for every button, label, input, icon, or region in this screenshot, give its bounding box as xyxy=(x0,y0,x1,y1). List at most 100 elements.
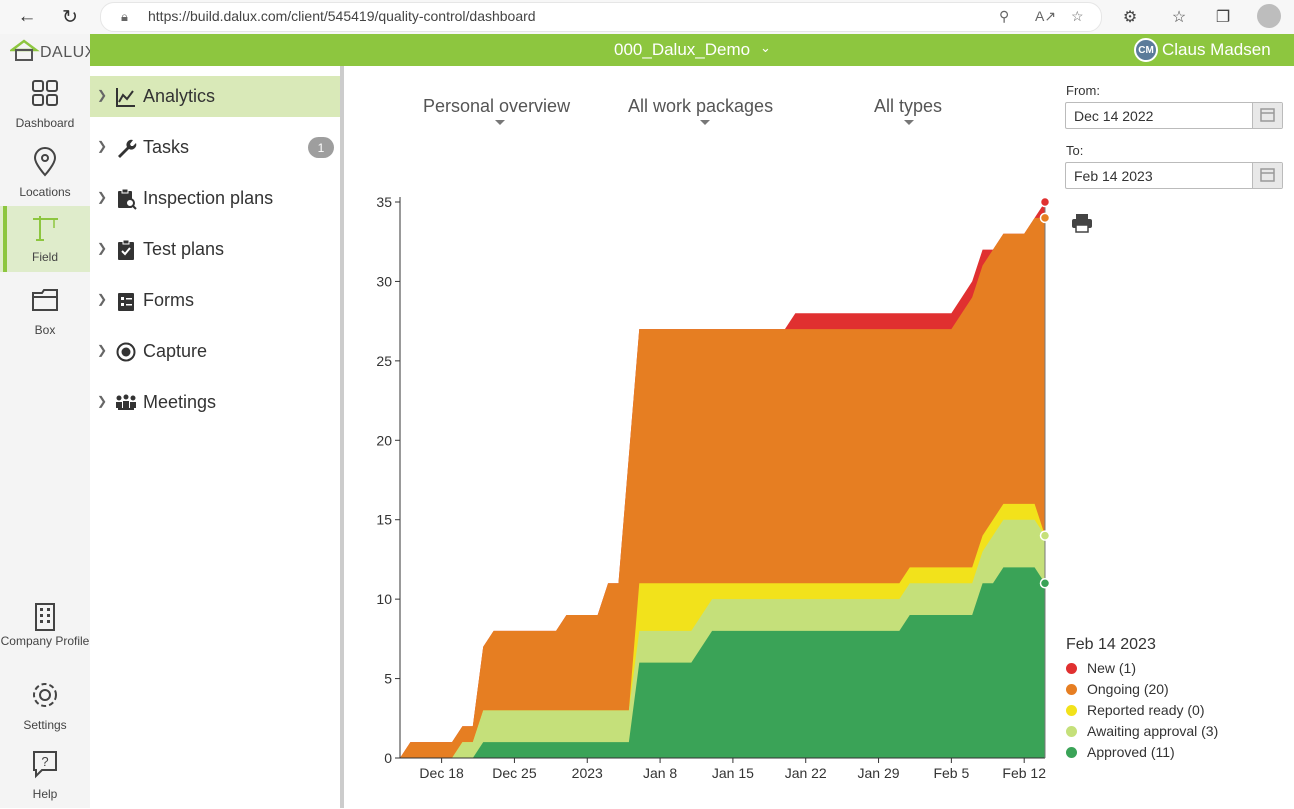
location-pin-icon xyxy=(33,147,57,177)
rail-label: Settings xyxy=(23,718,67,732)
sidebar-item-meetings[interactable]: ❯ Meetings xyxy=(90,382,340,423)
user-avatar[interactable]: CM xyxy=(1134,38,1158,62)
folder-icon xyxy=(32,289,58,311)
module-sidebar: ❯ Analytics ❯ Tasks 1 ❯ Inspection plans… xyxy=(90,66,344,808)
x-tick-label: Dec 18 xyxy=(419,765,464,781)
favorite-add-icon[interactable]: ☆ xyxy=(1071,8,1084,24)
y-tick-label: 0 xyxy=(384,750,392,766)
chevron-right-icon[interactable]: ❯ xyxy=(97,394,108,408)
marker-approved xyxy=(1039,578,1051,589)
svg-text:?: ? xyxy=(41,754,48,769)
url-text[interactable]: https://build.dalux.com/client/545419/qu… xyxy=(148,8,536,24)
chevron-right-icon[interactable]: ❯ xyxy=(97,292,108,306)
legend-date: Feb 14 2023 xyxy=(1066,636,1156,653)
calendar-icon[interactable] xyxy=(1252,163,1282,188)
sidebar-item-label: Meetings xyxy=(143,392,217,412)
y-tick-label: 5 xyxy=(384,671,392,687)
overview-dropdown[interactable]: Personal overview xyxy=(423,96,570,125)
rail-label: Locations xyxy=(19,185,71,199)
meeting-icon xyxy=(116,394,136,410)
calendar-icon[interactable] xyxy=(1252,103,1282,128)
from-date-value: Dec 14 2022 xyxy=(1074,108,1154,124)
chevron-right-icon[interactable]: ❯ xyxy=(97,343,108,357)
rail-item-company-profile[interactable]: Company Profile xyxy=(0,596,90,662)
project-selector[interactable]: 000_Dalux_Demo xyxy=(614,40,751,59)
legend-label: Ongoing (20) xyxy=(1087,681,1169,697)
read-aloud-icon[interactable]: A↗ xyxy=(1035,8,1057,24)
status-area-chart: 0 5 10 15 20 25 30 35 Dec 18 Dec 25 2023 Jan 8 Jan 1… xyxy=(376,194,1051,781)
rail-label: Field xyxy=(31,250,58,264)
user-name[interactable]: Claus Madsen xyxy=(1162,40,1271,59)
legend-label: New (1) xyxy=(1087,660,1137,676)
rail-label: Box xyxy=(34,323,56,337)
logo-text: DALUX xyxy=(40,44,96,61)
collections-icon[interactable]: ❐ xyxy=(1215,9,1231,26)
count-badge: 1 xyxy=(308,137,334,158)
lock-icon: 🔒︎ xyxy=(121,9,128,24)
dalux-logo[interactable]: DALUX xyxy=(8,38,95,64)
crane-icon xyxy=(33,216,58,241)
rail-item-field[interactable]: Field xyxy=(0,206,90,272)
sidebar-item-analytics[interactable]: ❯ Analytics xyxy=(90,76,340,117)
y-tick-label: 20 xyxy=(376,432,392,448)
sidebar-item-forms[interactable]: ❯ Forms xyxy=(90,280,340,321)
chart-icon xyxy=(116,88,135,107)
from-label: From: xyxy=(1066,83,1100,98)
rail-item-help[interactable]: ? Help xyxy=(0,743,90,809)
extensions-icon[interactable]: ⚙ xyxy=(1122,9,1138,26)
marker-ongoing xyxy=(1039,212,1051,224)
sidebar-item-tasks[interactable]: ❯ Tasks 1 xyxy=(90,127,340,168)
legend-dot xyxy=(1066,663,1077,674)
rail-item-settings[interactable]: Settings xyxy=(0,674,90,740)
rail-item-box[interactable]: Box xyxy=(0,279,90,345)
sidebar-item-label: Tasks xyxy=(143,137,190,157)
help-icon: ? xyxy=(33,751,57,779)
back-arrow-icon[interactable]: ← xyxy=(17,6,37,27)
chevron-right-icon[interactable]: ❯ xyxy=(97,139,108,153)
caret-down-icon xyxy=(700,120,710,125)
y-tick-label: 35 xyxy=(376,194,392,210)
refresh-icon[interactable]: ↻ xyxy=(62,6,78,28)
y-tick-label: 25 xyxy=(376,353,392,369)
from-date-input[interactable]: Dec 14 2022 xyxy=(1065,102,1283,129)
sidebar-item-test-plans[interactable]: ❯ Test plans xyxy=(90,229,340,270)
key-icon[interactable]: ⚲ xyxy=(999,8,1010,24)
x-tick-label: Jan 22 xyxy=(785,765,827,781)
browser-profile-avatar[interactable] xyxy=(1257,4,1281,28)
sidebar-item-label: Analytics xyxy=(143,86,216,106)
chevron-down-icon[interactable]: ⌄ xyxy=(760,40,771,55)
printer-icon[interactable] xyxy=(1071,212,1093,234)
to-date-input[interactable]: Feb 14 2023 xyxy=(1065,162,1283,189)
sidebar-item-label: Capture xyxy=(143,341,208,361)
chevron-right-icon[interactable]: ❯ xyxy=(97,190,108,204)
sidebar-item-capture[interactable]: ❯ Capture xyxy=(90,331,340,372)
favorites-icon[interactable]: ☆ xyxy=(1171,9,1187,26)
rail-item-locations[interactable]: Locations xyxy=(0,141,90,207)
house-logo-icon xyxy=(8,39,40,61)
address-bar[interactable]: 🔒︎ https://build.dalux.com/client/545419… xyxy=(100,2,1102,32)
sidebar-item-inspection-plans[interactable]: ❯ Inspection plans xyxy=(90,178,340,219)
rail-item-dashboard[interactable]: Dashboard xyxy=(0,72,90,138)
marker-new xyxy=(1039,196,1051,208)
wrench-icon xyxy=(118,139,137,158)
x-tick-label: Jan 29 xyxy=(858,765,900,781)
caret-down-icon xyxy=(904,120,914,125)
app-rail: DALUX Dashboard Locations Field Box xyxy=(0,34,95,809)
x-tick-label: 2023 xyxy=(572,765,603,781)
x-tick-label: Jan 8 xyxy=(643,765,677,781)
marker-awaiting-approval xyxy=(1039,530,1051,541)
work-packages-dropdown[interactable]: All work packages xyxy=(628,96,774,125)
y-tick-label: 30 xyxy=(376,273,392,289)
legend-dot xyxy=(1066,747,1077,758)
dropdown-label: All work packages xyxy=(628,96,774,116)
y-tick-label: 15 xyxy=(376,512,392,528)
chevron-right-icon[interactable]: ❯ xyxy=(97,241,108,255)
rail-label: Dashboard xyxy=(15,116,75,130)
sidebar-item-label: Inspection plans xyxy=(143,188,274,208)
types-dropdown[interactable]: All types xyxy=(874,96,942,125)
chevron-right-icon[interactable]: ❯ xyxy=(97,88,108,102)
clipboard-search-icon xyxy=(118,188,137,210)
area-approved xyxy=(400,567,1045,758)
sidebar-item-label: Test plans xyxy=(143,239,225,259)
capture-icon xyxy=(116,342,136,362)
